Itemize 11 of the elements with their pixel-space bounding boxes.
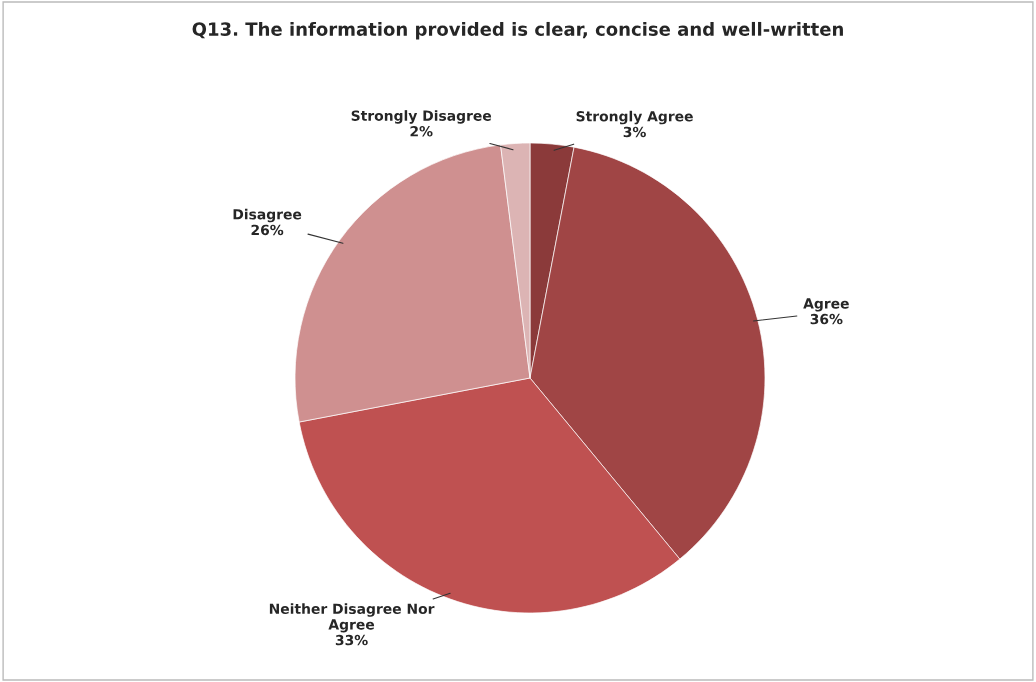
data-label: 33% bbox=[335, 634, 368, 646]
chart-title: Q13. The information provided is clear, concise and well-written bbox=[192, 21, 843, 40]
slice-label: Disagree bbox=[233, 208, 302, 223]
slice-label: Strongly Agree bbox=[576, 110, 693, 125]
slice-label: Strongly Disagree bbox=[351, 110, 492, 124]
data-label: 26% bbox=[251, 224, 284, 236]
data-label: 36% bbox=[810, 313, 843, 325]
slice-label: Neither Disagree Nor Agree bbox=[269, 603, 435, 633]
data-label: 3% bbox=[623, 126, 646, 138]
slice-label: Agree bbox=[803, 298, 849, 312]
data-label: 2% bbox=[410, 126, 433, 137]
